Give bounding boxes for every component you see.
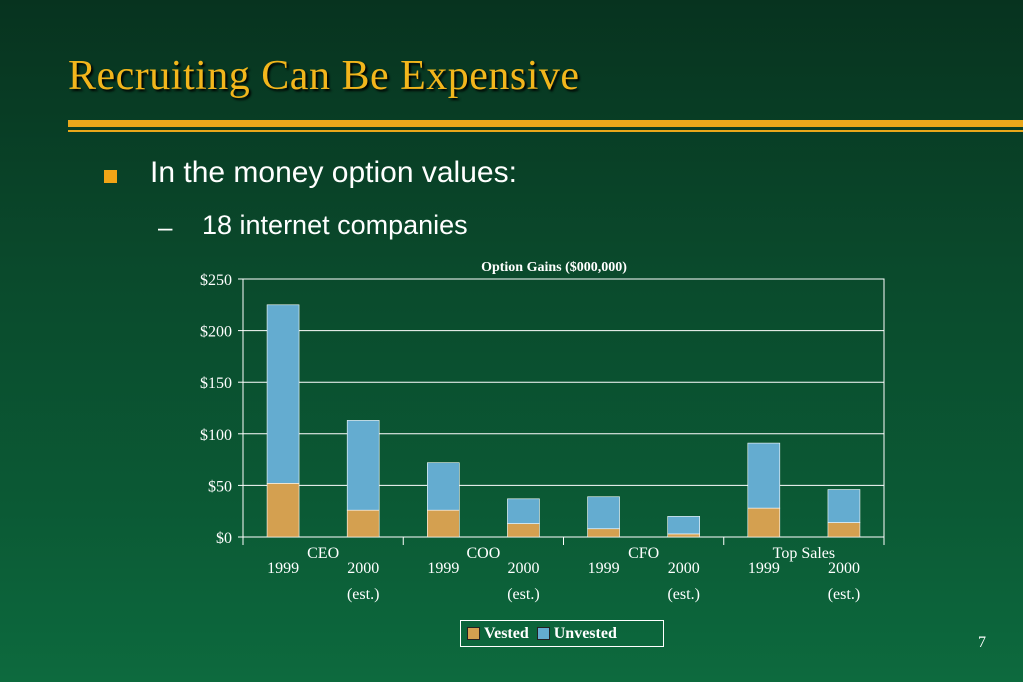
- bar-vested: [346, 509, 380, 538]
- y-tick-label: $150: [200, 375, 232, 392]
- group-label: Top Sales: [773, 545, 835, 562]
- bar-year-label: 2000: [507, 560, 539, 577]
- bar-vested: [747, 507, 781, 538]
- dash-bullet-icon: –: [158, 212, 173, 242]
- bar-unvested: [587, 496, 620, 530]
- bar-vested: [427, 509, 460, 538]
- group-label: CFO: [628, 545, 659, 562]
- bullet-text-2: 18 internet companies: [202, 210, 468, 240]
- title-rule-thick: [68, 120, 1023, 127]
- title-rule-thin: [68, 130, 1023, 132]
- slide-title: Recruiting Can Be Expensive: [68, 53, 580, 99]
- legend-label-unvested: Unvested: [553, 624, 617, 642]
- bar-unvested: [266, 304, 300, 484]
- chart-title: Option Gains ($000,000): [481, 260, 627, 275]
- y-tick-label: $200: [200, 324, 232, 341]
- bar-unvested: [346, 420, 380, 511]
- y-tick-label: $100: [200, 427, 232, 444]
- bar-year-label: 1999: [748, 560, 780, 577]
- bar-year-label: 1999: [588, 560, 620, 577]
- bar-year-label: 2000: [828, 560, 860, 577]
- plot-area: $0 $50 $100 $150 $200 $250 1999 2000 (est.) 1999 2…: [200, 272, 885, 603]
- bar-unvested: [427, 462, 460, 511]
- bar-vested: [266, 483, 300, 538]
- bar-unvested: [667, 516, 700, 535]
- bar-est-label: (est.): [828, 586, 860, 603]
- bar-unvested: [827, 489, 861, 523]
- plot-border: [242, 278, 885, 538]
- legend-item-unvested: Unvested: [536, 624, 617, 643]
- vested-swatch-icon: [467, 627, 480, 640]
- bar-year-label: 2000: [668, 560, 700, 577]
- bar-year-label: 1999: [267, 560, 299, 577]
- bar-unvested: [507, 498, 540, 524]
- bar-year-label: 2000: [347, 560, 379, 577]
- bar-est-label: (est.): [507, 586, 539, 603]
- bar-est-label: (est.): [667, 586, 699, 603]
- unvested-swatch-icon: [536, 627, 550, 640]
- y-tick-label: $250: [200, 272, 232, 289]
- page-number: 7: [978, 634, 986, 651]
- group-label: CEO: [307, 545, 339, 562]
- bar-vested: [827, 522, 861, 538]
- y-tick-label: $50: [208, 478, 232, 495]
- legend-item-vested: Vested: [467, 625, 529, 643]
- bullet-text-1: In the money option values:: [150, 156, 517, 189]
- bar-vested: [507, 523, 540, 538]
- legend-label-vested: Vested: [484, 624, 529, 642]
- bar-unvested: [747, 442, 781, 509]
- bar-est-label: (est.): [347, 586, 379, 603]
- group-label: COO: [466, 545, 500, 562]
- bar-year-label: 1999: [427, 560, 459, 577]
- bar-vested: [667, 533, 700, 538]
- chart-legend: Vested Unvested: [460, 620, 664, 647]
- bar-vested: [587, 528, 620, 538]
- y-tick-label: $0: [216, 530, 232, 547]
- square-bullet-icon: [104, 170, 117, 183]
